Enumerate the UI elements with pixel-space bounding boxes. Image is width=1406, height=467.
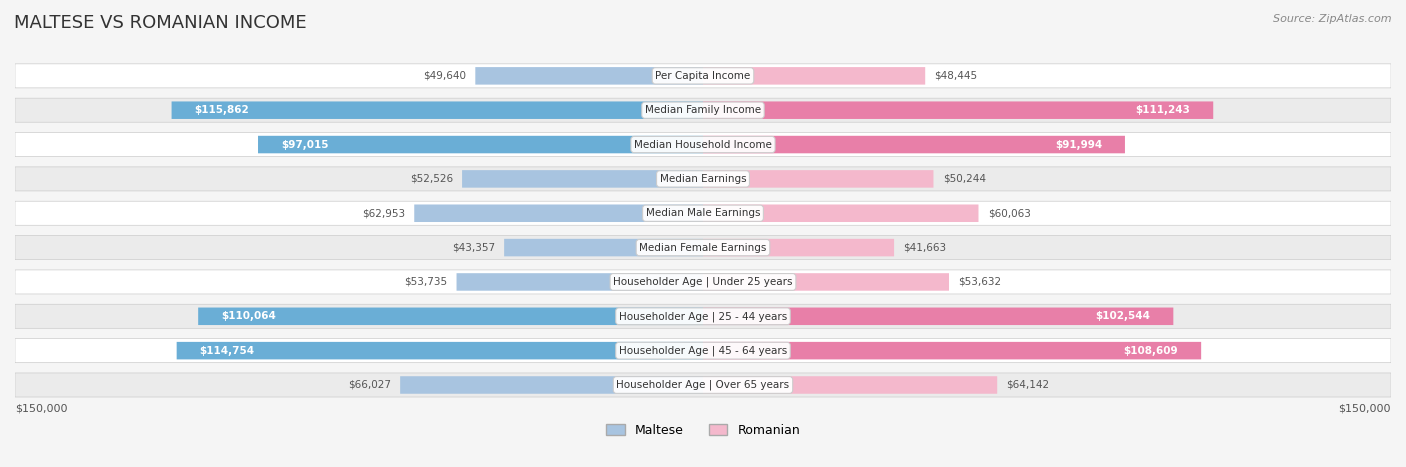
Text: $52,526: $52,526 [409, 174, 453, 184]
FancyBboxPatch shape [172, 101, 703, 119]
FancyBboxPatch shape [415, 205, 703, 222]
Text: Median Family Income: Median Family Income [645, 105, 761, 115]
FancyBboxPatch shape [703, 170, 934, 188]
Text: $43,357: $43,357 [451, 242, 495, 253]
FancyBboxPatch shape [703, 273, 949, 290]
Text: $66,027: $66,027 [347, 380, 391, 390]
Text: $102,544: $102,544 [1095, 311, 1150, 321]
Text: $97,015: $97,015 [281, 140, 329, 149]
FancyBboxPatch shape [15, 167, 1391, 191]
Text: $53,735: $53,735 [405, 277, 447, 287]
Text: $111,243: $111,243 [1136, 105, 1191, 115]
Text: $110,064: $110,064 [221, 311, 276, 321]
Text: Householder Age | 25 - 44 years: Householder Age | 25 - 44 years [619, 311, 787, 322]
FancyBboxPatch shape [703, 376, 997, 394]
Text: $150,000: $150,000 [15, 404, 67, 414]
Text: $64,142: $64,142 [1007, 380, 1049, 390]
FancyBboxPatch shape [198, 308, 703, 325]
FancyBboxPatch shape [703, 342, 1201, 360]
FancyBboxPatch shape [703, 136, 1125, 153]
Text: $91,994: $91,994 [1054, 140, 1102, 149]
Text: Householder Age | Over 65 years: Householder Age | Over 65 years [616, 380, 790, 390]
Text: $114,754: $114,754 [200, 346, 254, 356]
Text: Householder Age | 45 - 64 years: Householder Age | 45 - 64 years [619, 346, 787, 356]
Text: $108,609: $108,609 [1123, 346, 1178, 356]
FancyBboxPatch shape [15, 64, 1391, 88]
FancyBboxPatch shape [15, 270, 1391, 294]
FancyBboxPatch shape [703, 239, 894, 256]
Text: Per Capita Income: Per Capita Income [655, 71, 751, 81]
FancyBboxPatch shape [15, 201, 1391, 225]
Text: Median Male Earnings: Median Male Earnings [645, 208, 761, 218]
FancyBboxPatch shape [15, 373, 1391, 397]
FancyBboxPatch shape [505, 239, 703, 256]
Text: Median Household Income: Median Household Income [634, 140, 772, 149]
FancyBboxPatch shape [703, 67, 925, 85]
FancyBboxPatch shape [15, 235, 1391, 260]
FancyBboxPatch shape [475, 67, 703, 85]
FancyBboxPatch shape [703, 101, 1213, 119]
FancyBboxPatch shape [259, 136, 703, 153]
Text: Median Earnings: Median Earnings [659, 174, 747, 184]
Text: $48,445: $48,445 [935, 71, 977, 81]
FancyBboxPatch shape [15, 339, 1391, 363]
FancyBboxPatch shape [401, 376, 703, 394]
Text: Householder Age | Under 25 years: Householder Age | Under 25 years [613, 276, 793, 287]
FancyBboxPatch shape [457, 273, 703, 290]
FancyBboxPatch shape [703, 308, 1174, 325]
Text: Source: ZipAtlas.com: Source: ZipAtlas.com [1274, 14, 1392, 24]
FancyBboxPatch shape [177, 342, 703, 360]
FancyBboxPatch shape [15, 304, 1391, 328]
Text: $50,244: $50,244 [942, 174, 986, 184]
FancyBboxPatch shape [463, 170, 703, 188]
Legend: Maltese, Romanian: Maltese, Romanian [600, 419, 806, 442]
FancyBboxPatch shape [15, 133, 1391, 156]
Text: $53,632: $53,632 [957, 277, 1001, 287]
Text: $150,000: $150,000 [1339, 404, 1391, 414]
Text: $62,953: $62,953 [361, 208, 405, 218]
Text: $49,640: $49,640 [423, 71, 467, 81]
FancyBboxPatch shape [703, 205, 979, 222]
Text: MALTESE VS ROMANIAN INCOME: MALTESE VS ROMANIAN INCOME [14, 14, 307, 32]
Text: $41,663: $41,663 [903, 242, 946, 253]
Text: $60,063: $60,063 [987, 208, 1031, 218]
FancyBboxPatch shape [15, 98, 1391, 122]
Text: Median Female Earnings: Median Female Earnings [640, 242, 766, 253]
Text: $115,862: $115,862 [194, 105, 249, 115]
